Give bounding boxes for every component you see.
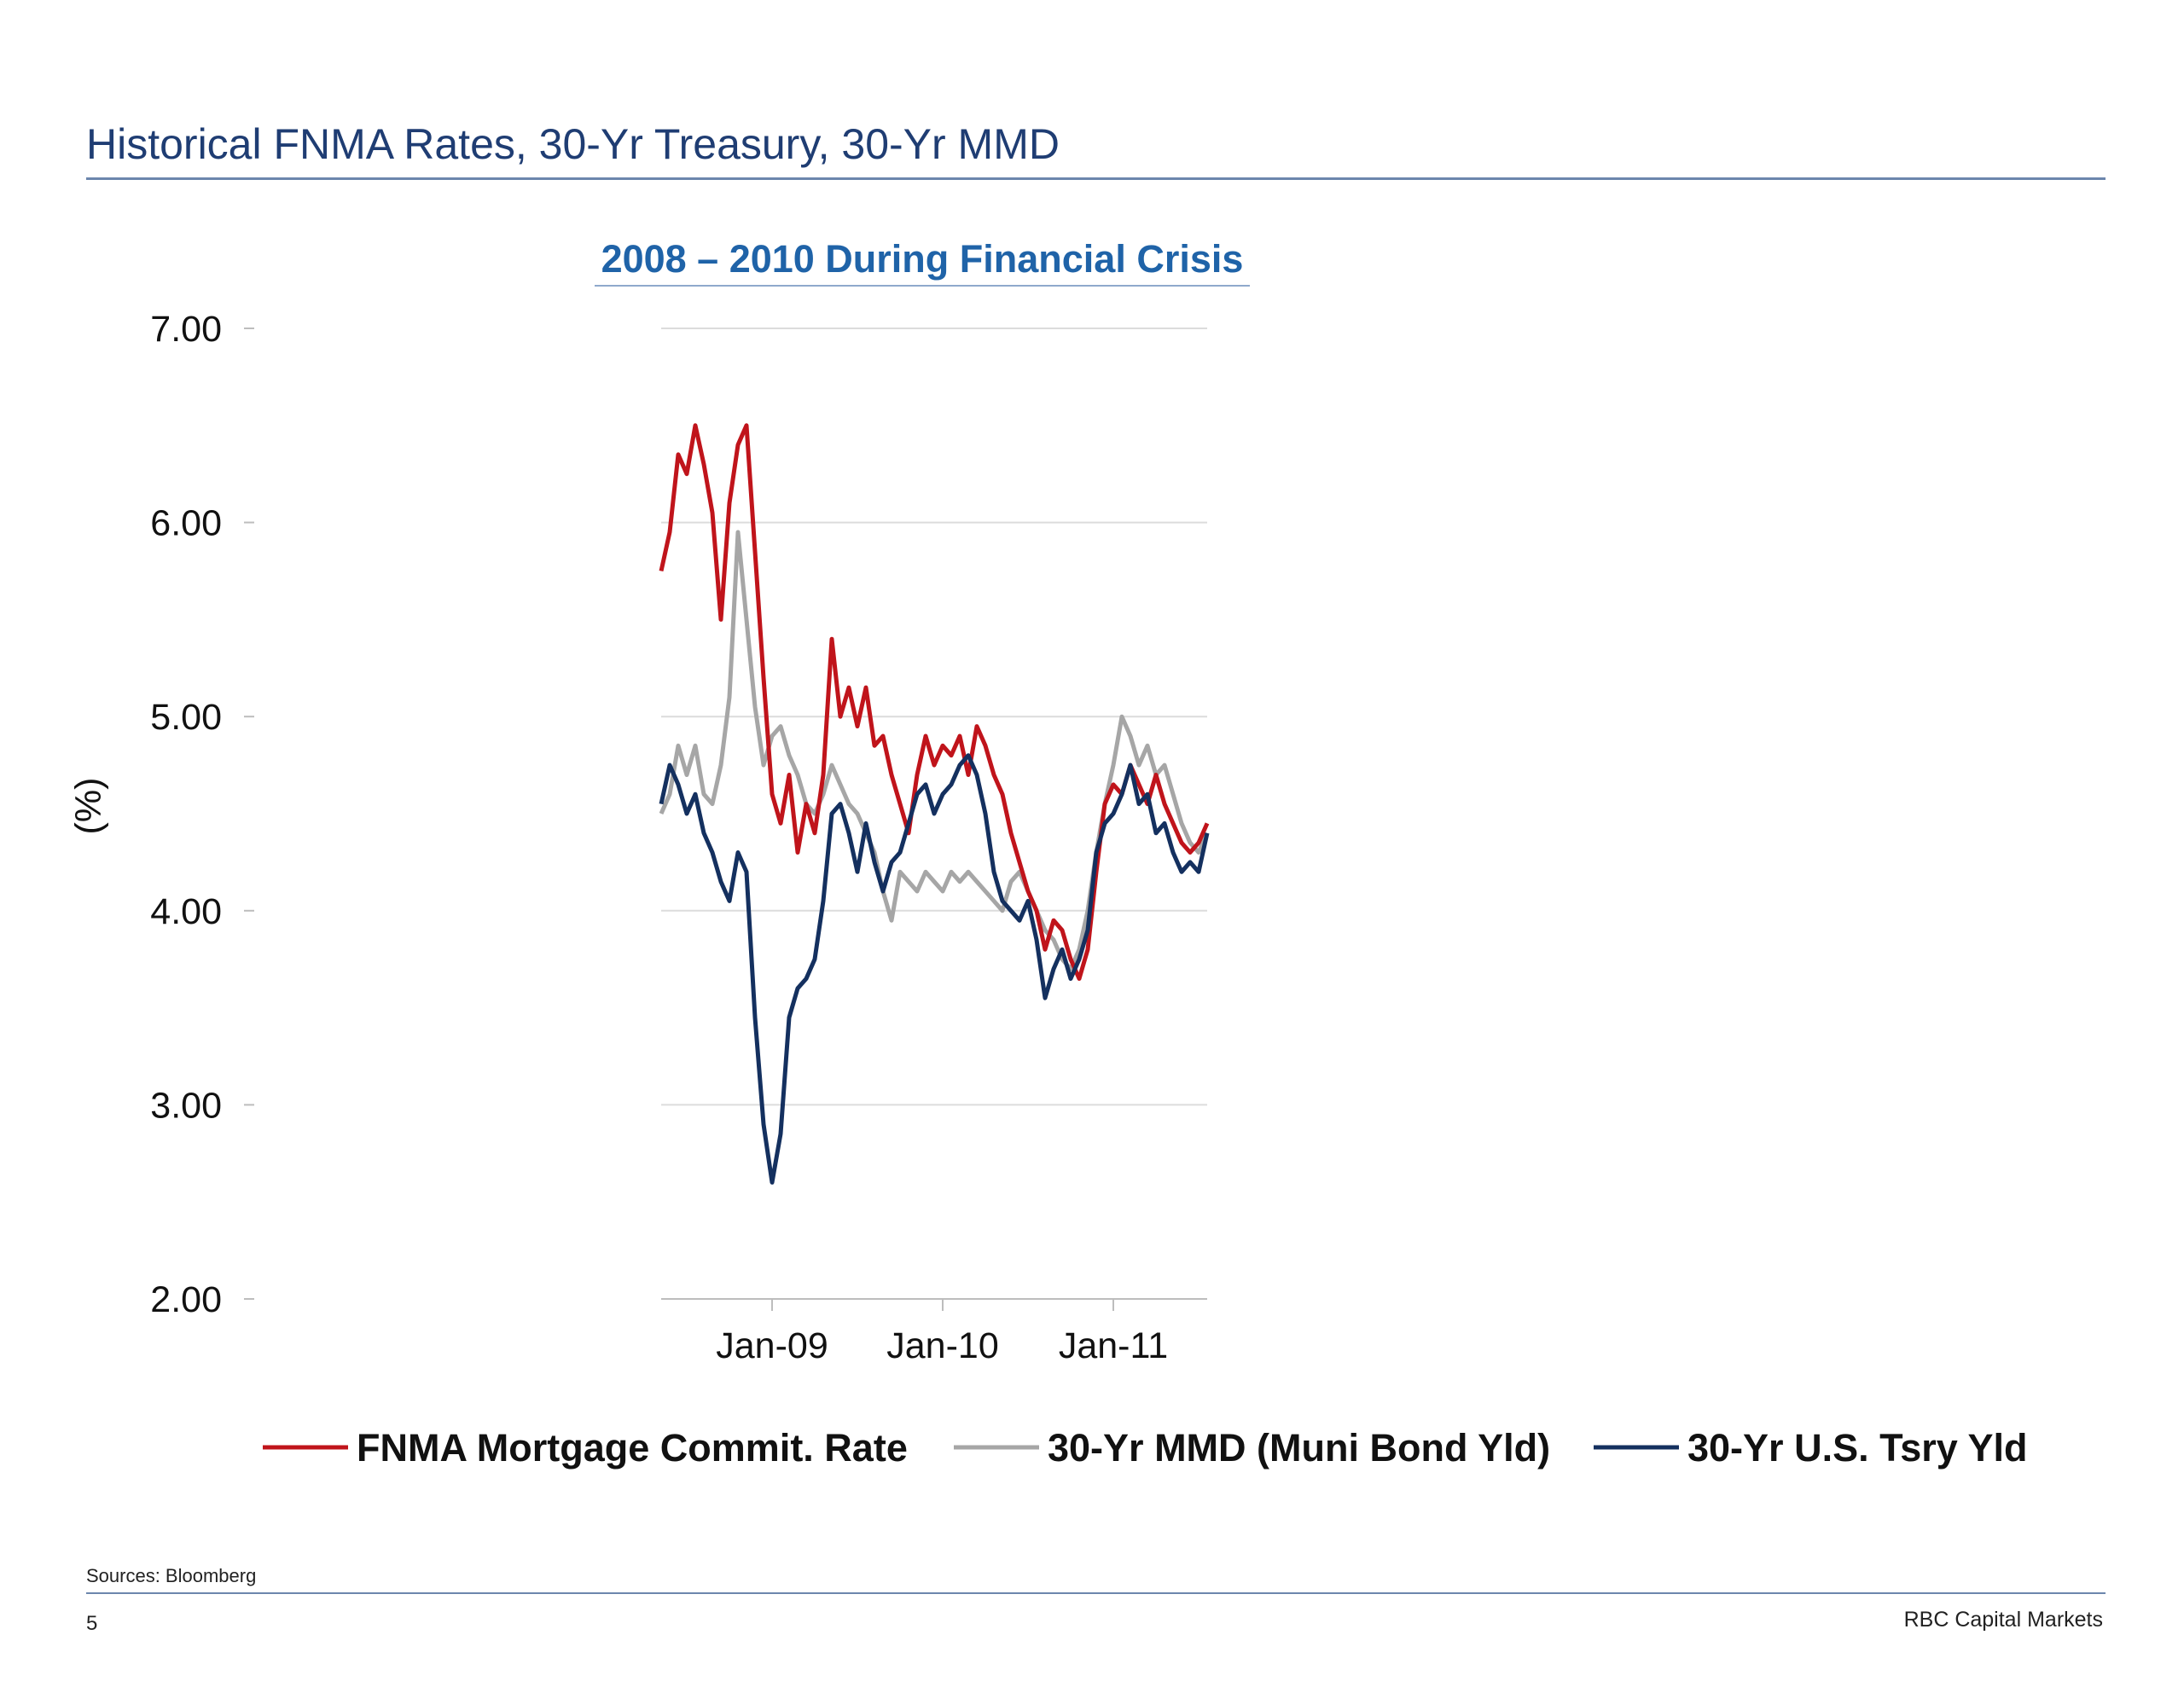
- legend-label-fnma: FNMA Mortgage Commit. Rate: [357, 1426, 908, 1470]
- y-tick-label: 5.00: [150, 697, 222, 738]
- series-line-tsry: [659, 753, 1210, 1185]
- y-tick-label: 7.00: [150, 309, 222, 350]
- x-tick-label: Jan-10: [886, 1325, 998, 1366]
- header-rule: [86, 177, 2106, 180]
- legend-label-tsry: 30-Yr U.S. Tsry Yld: [1687, 1426, 2028, 1470]
- legend: FNMA Mortgage Commit. Rate 30-Yr MMD (Mun…: [263, 1426, 2028, 1470]
- chart-title: 2008 – 2010 During Financial Crisis: [595, 237, 1250, 287]
- brand-name: RBC Capital Markets: [1903, 1608, 2103, 1632]
- y-tick-label: 3.00: [150, 1085, 222, 1126]
- legend-label-mmd: 30-Yr MMD (Muni Bond Yld): [1048, 1426, 1550, 1470]
- x-tick-label: Jan-09: [716, 1325, 828, 1366]
- y-axis-label: (%): [68, 778, 109, 835]
- y-axis: 7.00 6.00 5.00 4.00 3.00 2.00: [150, 309, 254, 1320]
- series-line-mmd: [659, 530, 1210, 971]
- x-tick-label: Jan-11: [1059, 1325, 1168, 1366]
- series-lines: [659, 423, 1210, 1185]
- series-line-fnma: [659, 423, 1210, 981]
- x-axis: Jan-09 Jan-10 Jan-11: [661, 1298, 1207, 1366]
- y-tick-label: 2.00: [150, 1279, 222, 1320]
- y-tick-label: 4.00: [150, 891, 222, 932]
- y-tick-label: 6.00: [150, 503, 222, 544]
- slide-title: Historical FNMA Rates, 30-Yr Treasury, 3…: [86, 120, 1060, 168]
- footer-rule: [86, 1592, 2106, 1594]
- page-number: 5: [86, 1612, 98, 1635]
- source-note: Sources: Bloomberg: [86, 1565, 257, 1586]
